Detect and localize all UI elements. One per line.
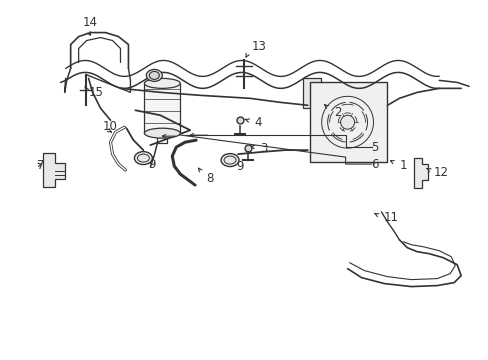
Ellipse shape [340, 115, 354, 129]
Text: 15: 15 [88, 86, 103, 99]
Polygon shape [144, 84, 180, 133]
Bar [309, 82, 386, 162]
Text: 2: 2 [333, 106, 341, 119]
Text: 9: 9 [148, 158, 156, 171]
Ellipse shape [149, 71, 159, 80]
Text: 3: 3 [260, 141, 267, 155]
Text: 1: 1 [399, 158, 406, 172]
Text: 9: 9 [236, 159, 243, 172]
Text: 5: 5 [371, 141, 378, 154]
Ellipse shape [144, 128, 180, 138]
Ellipse shape [134, 152, 152, 165]
Ellipse shape [221, 154, 239, 167]
Text: 8: 8 [206, 171, 213, 185]
Polygon shape [413, 158, 427, 188]
Text: 11: 11 [383, 211, 398, 224]
Ellipse shape [144, 78, 180, 88]
Text: 12: 12 [432, 166, 447, 179]
Polygon shape [42, 153, 64, 187]
Text: 4: 4 [253, 116, 261, 129]
Ellipse shape [146, 69, 162, 81]
Text: 10: 10 [102, 120, 117, 133]
Text: 7: 7 [37, 158, 44, 172]
Text: 13: 13 [251, 40, 266, 53]
Text: 14: 14 [82, 16, 98, 29]
Polygon shape [302, 78, 328, 108]
Text: 6: 6 [371, 158, 378, 171]
